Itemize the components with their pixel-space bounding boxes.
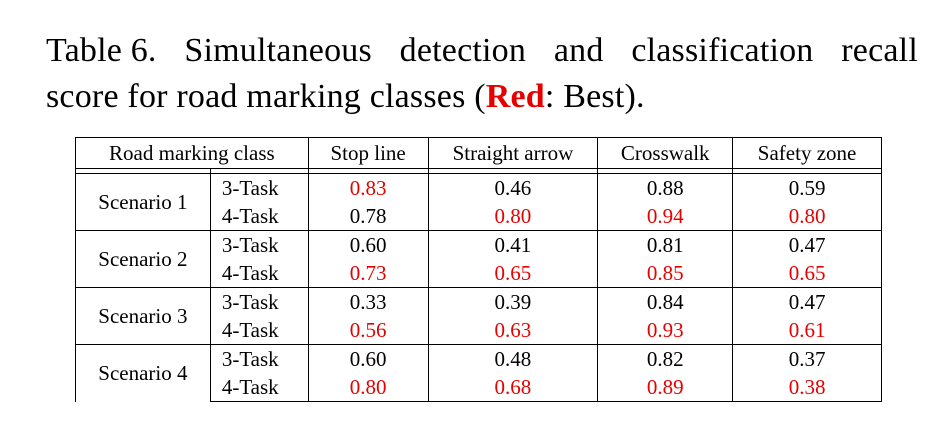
task-label: 3-Task [209,344,309,373]
caption-line2-end: : Best). [544,78,645,115]
cell-straight-arrow: 0.41 [427,230,599,259]
header-stop-line: Stop line [307,137,429,169]
recall-table: Road marking class Stop line Straight ar… [75,137,882,402]
caption-word: classification [631,32,814,69]
cell-crosswalk: 0.93 [597,316,734,345]
cell-straight-arrow: 0.80 [427,202,599,231]
caption-line-1: Table 6. Simultaneous detection and clas… [46,28,918,74]
caption-prefix: Table 6. [46,32,157,69]
cell-safety-zone: 0.38 [732,373,882,402]
caption-word: Simultaneous [184,32,372,69]
cell-crosswalk: 0.94 [597,202,734,231]
cell-safety-zone: 0.59 [732,173,882,202]
task-label: 4-Task [209,259,309,288]
cell-safety-zone: 0.47 [732,230,882,259]
cell-stop-line: 0.73 [307,259,429,288]
cell-stop-line: 0.60 [307,344,429,373]
header-crosswalk: Crosswalk [597,137,734,169]
cell-safety-zone: 0.47 [732,287,882,316]
cell-safety-zone: 0.80 [732,202,882,231]
cell-safety-zone: 0.61 [732,316,882,345]
cell-stop-line: 0.60 [307,230,429,259]
scenario-group-1: Scenario 1 3-Task 0.83 0.46 0.88 0.59 4-… [75,173,882,231]
cell-safety-zone: 0.65 [732,259,882,288]
scenario-label: Scenario 4 [75,344,211,402]
cell-crosswalk: 0.81 [597,230,734,259]
cell-crosswalk: 0.82 [597,344,734,373]
cell-stop-line: 0.83 [307,173,429,202]
cell-straight-arrow: 0.39 [427,287,599,316]
caption-word: recall [841,32,918,69]
cell-straight-arrow: 0.68 [427,373,599,402]
cell-crosswalk: 0.85 [597,259,734,288]
cell-crosswalk: 0.88 [597,173,734,202]
task-label: 4-Task [209,202,309,231]
task-label: 3-Task [209,287,309,316]
cell-stop-line: 0.33 [307,287,429,316]
scenario-group-4: Scenario 4 3-Task 0.60 0.48 0.82 0.37 4-… [75,344,882,402]
cell-straight-arrow: 0.46 [427,173,599,202]
table-header: Road marking class Stop line Straight ar… [75,137,882,169]
cell-straight-arrow: 0.65 [427,259,599,288]
task-label: 4-Task [209,373,309,402]
scenario-label: Scenario 3 [75,287,211,345]
caption-word: detection [399,32,527,69]
scenario-label: Scenario 1 [75,173,211,231]
cell-crosswalk: 0.89 [597,373,734,402]
cell-stop-line: 0.80 [307,373,429,402]
cell-straight-arrow: 0.63 [427,316,599,345]
scenario-group-2: Scenario 2 3-Task 0.60 0.41 0.81 0.47 4-… [75,230,882,288]
cell-stop-line: 0.56 [307,316,429,345]
task-label: 3-Task [209,173,309,202]
cell-safety-zone: 0.37 [732,344,882,373]
scenario-label: Scenario 2 [75,230,211,288]
task-label: 4-Task [209,316,309,345]
table-caption: Table 6. Simultaneous detection and clas… [46,28,918,120]
caption-line2-start: score for road marking classes ( [46,78,486,115]
caption-word: and [553,32,604,69]
task-label: 3-Task [209,230,309,259]
cell-stop-line: 0.78 [307,202,429,231]
cell-crosswalk: 0.84 [597,287,734,316]
scenario-group-3: Scenario 3 3-Task 0.33 0.39 0.84 0.47 4-… [75,287,882,345]
header-safety-zone: Safety zone [732,137,882,169]
caption-best-word: Red [485,78,545,115]
header-road-marking-class: Road marking class [75,137,309,169]
header-straight-arrow: Straight arrow [427,137,599,169]
cell-straight-arrow: 0.48 [427,344,599,373]
caption-line-2: score for road marking classes (Red: Bes… [46,74,918,120]
